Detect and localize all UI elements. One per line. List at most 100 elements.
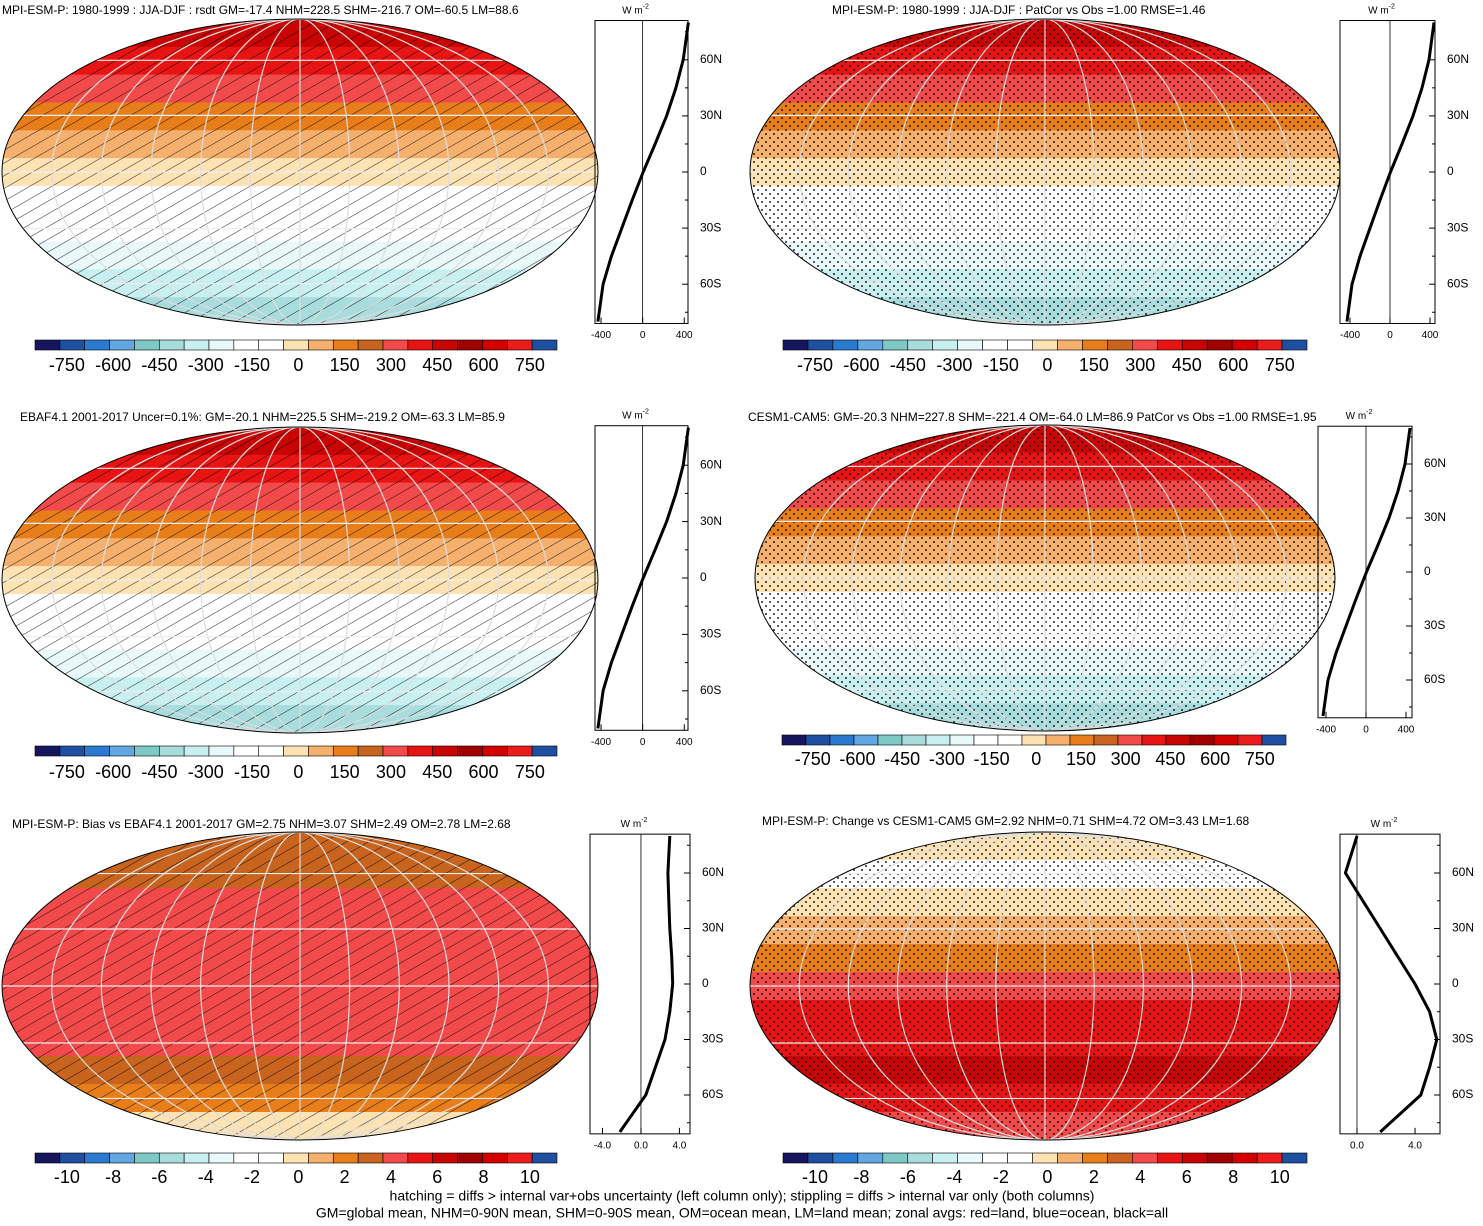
- colorbar-swatch: [457, 1152, 483, 1164]
- colorbar-label: 600: [469, 762, 499, 782]
- colorbar-swatch: [1093, 734, 1119, 746]
- unit-base: W m: [1368, 5, 1389, 16]
- colorbar-label: -300: [929, 749, 965, 769]
- zonal-unit: W m-2: [1368, 3, 1395, 16]
- colorbar-swatch: [382, 745, 409, 757]
- colorbar-label: -600: [839, 749, 875, 769]
- unit-exp: -2: [643, 3, 649, 10]
- colorbar-label: -150: [983, 355, 1019, 375]
- colorbar-swatch: [283, 745, 309, 757]
- colorbar-label: 150: [1066, 749, 1096, 769]
- colorbar-swatch: [382, 339, 409, 351]
- map-border: [1, 18, 599, 326]
- zonal-y-tick-label: 30S: [700, 627, 721, 641]
- colorbar-swatch: [829, 734, 855, 746]
- colorbar-label: 0: [1031, 749, 1041, 769]
- colorbar-swatch: [109, 1152, 135, 1164]
- colorbar-swatch: [957, 1152, 983, 1164]
- colorbar-swatch: [1082, 1152, 1108, 1164]
- colorbar-label: 6: [432, 1167, 442, 1187]
- colorbar-swatch: [84, 745, 110, 757]
- colorbar-swatch: [183, 745, 210, 757]
- colorbar-label: -300: [188, 355, 224, 375]
- colorbar-swatch: [781, 734, 807, 746]
- zonal-x-tick-label: 4.0: [672, 1140, 686, 1151]
- colorbar-label: -750: [795, 749, 831, 769]
- colorbar-label: -2: [993, 1167, 1009, 1187]
- zonal-unit: W m-2: [622, 3, 649, 16]
- colorbar-swatch: [357, 745, 384, 757]
- colorbar-swatch: [1213, 734, 1239, 746]
- colorbar-swatch: [1181, 1152, 1208, 1164]
- colorbar-swatch: [857, 1152, 884, 1164]
- colorbar-label: -6: [900, 1167, 916, 1187]
- colorbar-label: -300: [936, 355, 972, 375]
- zonal-y-tick-label: 0: [700, 570, 707, 584]
- colorbar-label: 300: [376, 762, 406, 782]
- colorbar-label: -150: [974, 749, 1010, 769]
- colorbar-label: 10: [520, 1167, 540, 1187]
- colorbar-label: 0: [293, 762, 303, 782]
- colorbar-swatch: [158, 745, 185, 757]
- zonal-y-tick-label: 30N: [1424, 510, 1446, 524]
- colorbar-label: 600: [469, 355, 499, 375]
- colorbar-swatch: [982, 1152, 1008, 1164]
- colorbar-swatch: [1045, 734, 1071, 746]
- colorbar-swatch: [1141, 734, 1167, 746]
- panel-title: EBAF4.1 2001-2017 Uncer=0.1%: GM=-20.1 N…: [20, 410, 505, 424]
- colorbar-swatch: [208, 339, 235, 351]
- colorbar-label: 150: [330, 355, 360, 375]
- colorbar-swatch: [907, 339, 934, 351]
- colorbar-swatch: [506, 745, 533, 757]
- colorbar-swatch: [1156, 1152, 1183, 1164]
- unit-exp: -2: [1389, 3, 1395, 10]
- colorbar-swatch: [857, 339, 884, 351]
- colorbar-swatch: [932, 1152, 958, 1164]
- zonal-unit: W m-2: [1346, 409, 1373, 422]
- colorbar-label: 750: [515, 355, 545, 375]
- colorbar-swatch: [1057, 339, 1083, 351]
- colorbar-swatch: [1256, 1152, 1283, 1164]
- zonal-unit: W m-2: [622, 409, 649, 422]
- colorbar-label: -4: [198, 1167, 214, 1187]
- colorbar-label: -450: [141, 355, 177, 375]
- colorbar-label: -600: [95, 762, 131, 782]
- colorbar-swatch: [1132, 1152, 1158, 1164]
- colorbar-swatch: [1032, 1152, 1058, 1164]
- zonal-y-tick-label: 0: [702, 976, 709, 990]
- unit-exp: -2: [1391, 817, 1397, 824]
- zonal-y-tick-label: 60N: [1424, 456, 1446, 470]
- colorbar-swatch: [1165, 734, 1191, 746]
- colorbar-label: -300: [188, 762, 224, 782]
- colorbar-label: 0: [1042, 1167, 1052, 1187]
- zonal-y-tick-label: 60S: [1447, 276, 1468, 290]
- zonal-unit: W m-2: [621, 817, 648, 830]
- zonal-y-tick-label: 60N: [1452, 865, 1474, 879]
- zonal-curve: [618, 835, 675, 1133]
- colorbar-swatch: [59, 1152, 86, 1164]
- colorbar-swatch: [877, 734, 903, 746]
- colorbar-label: 750: [515, 762, 545, 782]
- colorbar-swatch: [1082, 339, 1108, 351]
- colorbar-swatch: [134, 1152, 160, 1164]
- colorbar-swatch: [84, 339, 110, 351]
- colorbar-swatch: [1281, 339, 1308, 351]
- colorbar-swatch: [1256, 339, 1283, 351]
- colorbar-swatch: [407, 1152, 434, 1164]
- unit-base: W m: [1346, 411, 1367, 422]
- zonal-x-tick-label: 400: [676, 330, 693, 341]
- unit-exp: -2: [643, 409, 649, 416]
- zonal-frame: [589, 833, 691, 1135]
- colorbar-label: 750: [1245, 749, 1275, 769]
- zonal-y-tick-label: 30N: [1452, 921, 1474, 935]
- zonal-y-tick-label: 30S: [1452, 1032, 1473, 1046]
- colorbar-swatch: [308, 745, 334, 757]
- colorbar-label: -6: [151, 1167, 167, 1187]
- zonal-x-tick-label: 0: [640, 330, 646, 341]
- zonal-y-tick-label: 30N: [700, 514, 722, 528]
- colorbar-swatch: [208, 1152, 235, 1164]
- colorbar-label: -10: [54, 1167, 80, 1187]
- colorbar-swatch: [805, 734, 831, 746]
- colorbar-label: -150: [234, 355, 270, 375]
- unit-base: W m: [622, 410, 643, 421]
